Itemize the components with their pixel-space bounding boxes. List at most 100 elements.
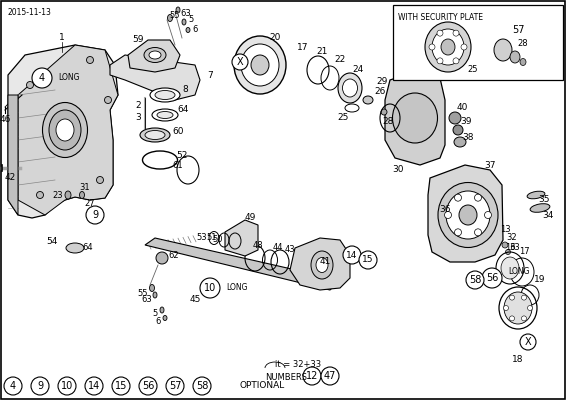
Ellipse shape — [66, 243, 84, 253]
Ellipse shape — [316, 258, 328, 272]
Text: 54: 54 — [46, 238, 58, 246]
Text: 41: 41 — [319, 258, 331, 266]
Ellipse shape — [65, 191, 71, 199]
Ellipse shape — [446, 191, 490, 239]
Text: 45: 45 — [189, 296, 201, 304]
Text: 18: 18 — [512, 356, 524, 364]
Ellipse shape — [392, 93, 438, 143]
Circle shape — [303, 367, 321, 385]
Circle shape — [359, 251, 377, 269]
Ellipse shape — [474, 229, 482, 236]
Text: 48: 48 — [252, 240, 263, 250]
Text: 25: 25 — [468, 66, 478, 74]
Text: 15: 15 — [362, 256, 374, 264]
Circle shape — [31, 377, 49, 395]
Text: 2: 2 — [135, 100, 141, 110]
Text: 42: 42 — [5, 174, 16, 182]
Ellipse shape — [363, 96, 373, 104]
Text: 3: 3 — [135, 114, 141, 122]
Ellipse shape — [241, 44, 279, 86]
Text: 17: 17 — [518, 248, 529, 256]
Ellipse shape — [521, 295, 526, 300]
Ellipse shape — [36, 192, 44, 198]
Text: 59: 59 — [132, 36, 144, 44]
Ellipse shape — [79, 192, 84, 198]
Text: 49: 49 — [245, 212, 256, 222]
Text: it = 32+33: it = 32+33 — [275, 360, 321, 369]
Text: 28: 28 — [518, 38, 528, 48]
Ellipse shape — [509, 295, 514, 300]
Ellipse shape — [444, 212, 452, 218]
Text: 63: 63 — [181, 8, 191, 18]
Text: 58: 58 — [196, 381, 208, 391]
Ellipse shape — [140, 128, 170, 142]
Text: 37: 37 — [484, 160, 496, 170]
Circle shape — [139, 377, 157, 395]
Polygon shape — [290, 238, 350, 290]
Ellipse shape — [453, 125, 463, 135]
Text: 22: 22 — [335, 56, 346, 64]
Ellipse shape — [530, 204, 550, 212]
Ellipse shape — [505, 250, 511, 254]
Ellipse shape — [234, 36, 286, 94]
Polygon shape — [225, 220, 258, 256]
Ellipse shape — [144, 48, 166, 62]
Text: 62: 62 — [169, 250, 179, 260]
Ellipse shape — [160, 307, 164, 313]
Text: LONG: LONG — [58, 74, 79, 82]
Ellipse shape — [186, 28, 190, 32]
Circle shape — [32, 68, 52, 88]
Text: 46: 46 — [0, 116, 11, 124]
Text: 4: 4 — [39, 73, 45, 83]
Ellipse shape — [105, 96, 112, 104]
Ellipse shape — [454, 194, 461, 201]
Text: 64: 64 — [177, 106, 188, 114]
Polygon shape — [145, 238, 340, 290]
Text: 17: 17 — [297, 44, 308, 52]
Text: 28: 28 — [382, 118, 394, 126]
Text: 57: 57 — [169, 381, 181, 391]
Text: 55: 55 — [138, 288, 148, 298]
Text: 55: 55 — [170, 10, 180, 20]
Ellipse shape — [429, 44, 435, 50]
Ellipse shape — [502, 242, 508, 248]
Ellipse shape — [484, 212, 491, 218]
Polygon shape — [18, 45, 118, 215]
Circle shape — [200, 278, 220, 298]
Ellipse shape — [504, 292, 532, 324]
Ellipse shape — [528, 306, 533, 310]
Ellipse shape — [149, 51, 161, 59]
Circle shape — [4, 377, 22, 395]
Ellipse shape — [338, 73, 362, 103]
Polygon shape — [110, 55, 200, 100]
Text: 51: 51 — [207, 232, 217, 242]
Ellipse shape — [504, 306, 508, 310]
Text: 25: 25 — [337, 114, 349, 122]
Text: 9: 9 — [92, 210, 98, 220]
Text: 60: 60 — [172, 128, 184, 136]
Text: X: X — [525, 337, 531, 347]
Text: 52: 52 — [177, 150, 188, 160]
Ellipse shape — [437, 58, 443, 64]
Text: 23: 23 — [53, 190, 63, 200]
Ellipse shape — [56, 119, 74, 141]
Text: 31: 31 — [80, 184, 91, 192]
Text: 20: 20 — [269, 34, 281, 42]
Circle shape — [482, 268, 502, 288]
Ellipse shape — [153, 292, 157, 298]
Ellipse shape — [342, 79, 358, 97]
Text: 27: 27 — [85, 198, 95, 208]
Ellipse shape — [509, 316, 514, 321]
Circle shape — [509, 21, 527, 39]
Text: 30: 30 — [392, 166, 404, 174]
Text: 33: 33 — [509, 244, 520, 252]
Ellipse shape — [454, 137, 466, 147]
Ellipse shape — [501, 257, 519, 279]
Circle shape — [232, 54, 248, 70]
Text: 13: 13 — [500, 226, 511, 234]
Ellipse shape — [449, 112, 461, 124]
Text: 29: 29 — [376, 78, 388, 86]
Ellipse shape — [474, 194, 482, 201]
Text: 40: 40 — [456, 104, 468, 112]
Ellipse shape — [27, 82, 33, 88]
